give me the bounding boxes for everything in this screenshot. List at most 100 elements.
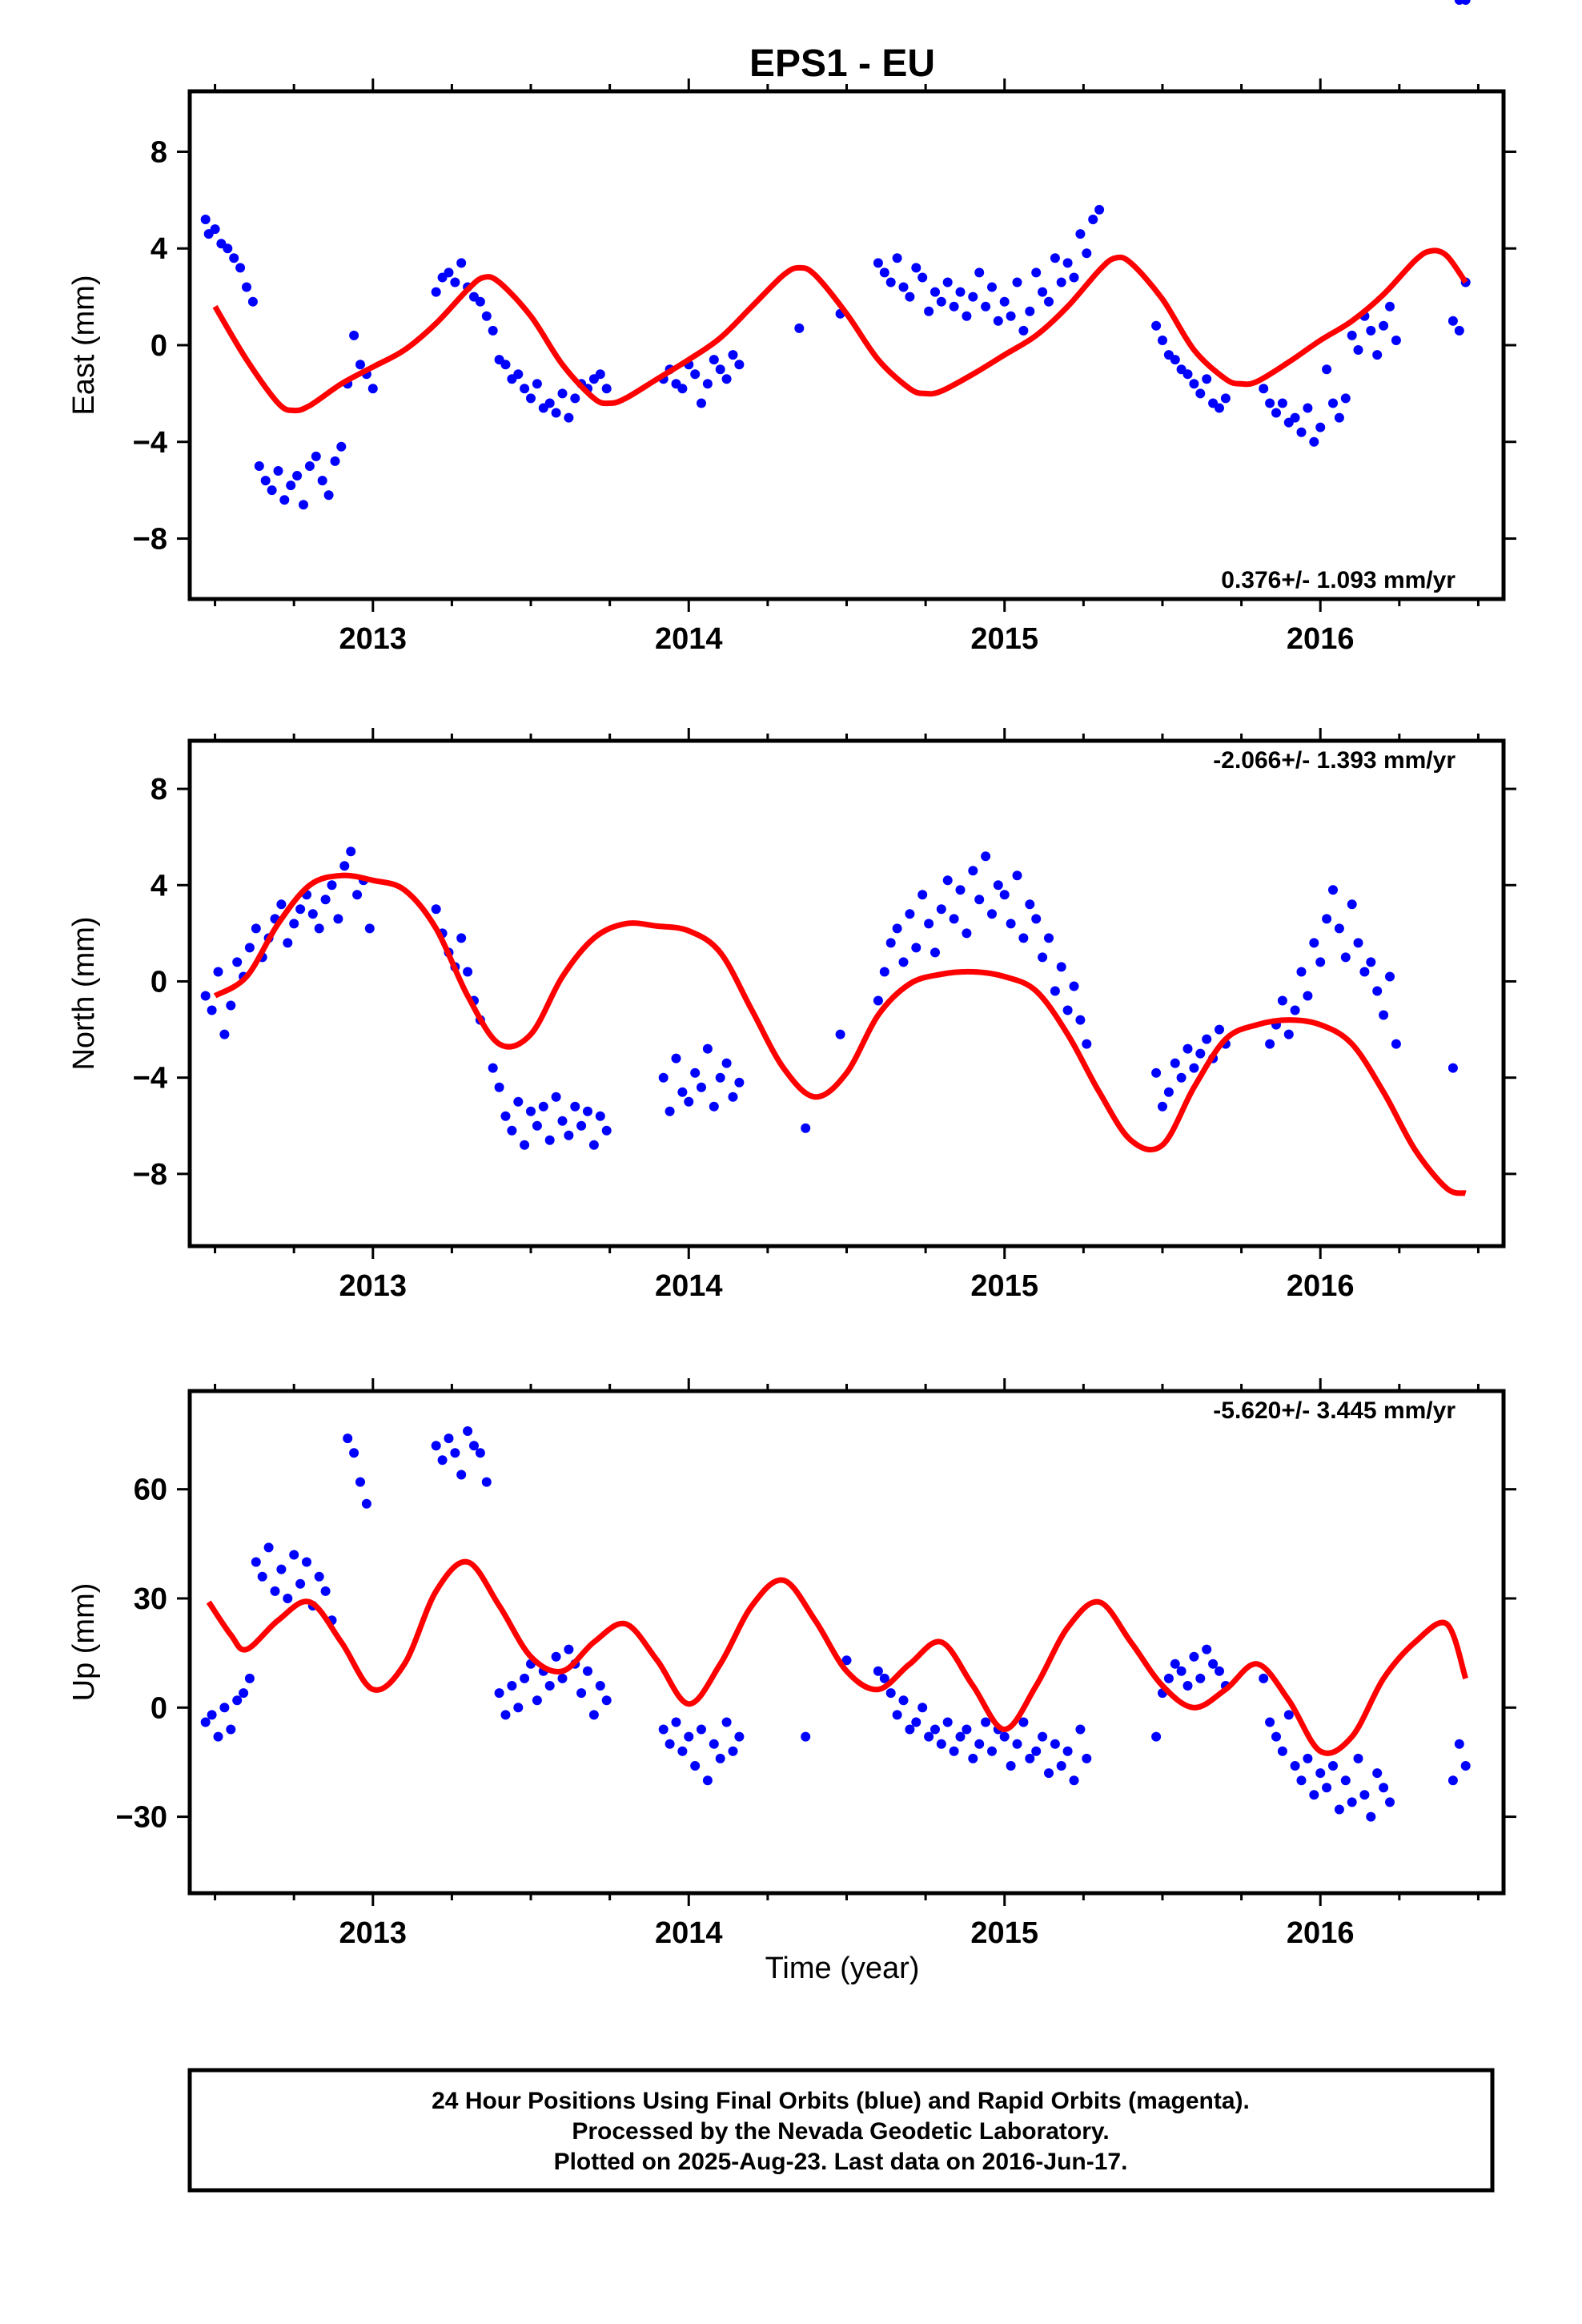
data-point (930, 947, 940, 958)
data-point (1031, 914, 1042, 924)
data-point (1315, 422, 1326, 432)
data-point (346, 846, 356, 857)
data-point (557, 1116, 568, 1126)
footer-box: 24 Hour Positions Using Final Orbits (bl… (187, 2068, 1495, 2193)
east-rate-label: 0.376+/- 1.093 mm/yr (1221, 567, 1456, 593)
data-point (431, 904, 441, 915)
data-point (1170, 355, 1180, 365)
data-point (279, 495, 290, 505)
data-point (684, 1731, 694, 1742)
data-point (286, 480, 296, 491)
data-point (1277, 995, 1287, 1006)
data-point (879, 1673, 889, 1683)
data-point (1012, 870, 1022, 881)
data-point (1018, 933, 1029, 943)
y-tick-label: 0 (151, 966, 167, 999)
up-points (200, 1426, 1471, 1822)
data-point (513, 1096, 524, 1107)
data-point (247, 296, 258, 307)
data-point (317, 476, 327, 486)
data-point (595, 1111, 605, 1121)
east-fit-line (212, 247, 1468, 414)
data-point (557, 388, 568, 399)
data-point (1322, 364, 1332, 375)
data-point (526, 393, 536, 404)
data-point (993, 316, 1003, 326)
data-point (936, 1739, 946, 1749)
data-point (955, 287, 966, 297)
data-point (1170, 1058, 1180, 1068)
data-point (1202, 1034, 1212, 1044)
y-tick-label: 0 (151, 1691, 167, 1725)
data-point (437, 1455, 448, 1466)
data-point (488, 1063, 498, 1073)
data-point (962, 928, 972, 939)
data-point (520, 384, 530, 394)
data-point (1391, 1039, 1401, 1049)
data-point (330, 456, 340, 466)
data-point (200, 991, 211, 1001)
data-point (690, 1068, 701, 1078)
data-point (1340, 393, 1351, 404)
data-point (1182, 1681, 1193, 1691)
data-point (1265, 1717, 1275, 1727)
data-point (1460, 1761, 1471, 1771)
data-point (450, 1448, 460, 1458)
data-point (456, 1470, 467, 1480)
data-point (898, 957, 909, 967)
data-point (219, 1703, 230, 1713)
data-point (349, 1448, 359, 1458)
data-point (1202, 1644, 1212, 1655)
data-point (1379, 320, 1389, 331)
data-point (320, 1586, 331, 1596)
up-panel: 2013 2014 2015 2016 60 30 0 −30 Up (mm) -5.620+/-… (67, 1378, 1516, 1950)
data-point (1012, 1739, 1022, 1749)
data-point (879, 267, 889, 278)
data-point (200, 1717, 211, 1727)
data-point (1328, 398, 1338, 408)
x-tick-label: 2015 (970, 1916, 1038, 1950)
data-point (1372, 986, 1383, 996)
data-point (1215, 1666, 1224, 1676)
data-point (456, 258, 467, 268)
data-point (936, 296, 946, 307)
data-point (671, 1717, 681, 1727)
data-point (1056, 277, 1066, 287)
data-point (715, 1072, 725, 1083)
data-point (1189, 1063, 1199, 1073)
x-tick-label: 2015 (970, 1269, 1038, 1303)
data-point (595, 369, 605, 380)
data-point (361, 1498, 371, 1509)
data-point (494, 1082, 504, 1092)
data-point (295, 1578, 306, 1589)
data-point (1366, 1811, 1376, 1822)
data-point (327, 880, 337, 891)
data-point (905, 909, 915, 919)
data-point (1385, 971, 1395, 982)
data-point (601, 1125, 612, 1136)
data-point (968, 292, 978, 302)
data-point (1006, 919, 1016, 929)
data-point (1379, 1010, 1389, 1020)
data-point (1334, 1804, 1344, 1815)
data-point (1290, 1005, 1300, 1015)
data-point (1151, 320, 1162, 331)
data-point (244, 1673, 255, 1683)
data-point (254, 461, 264, 471)
data-point (235, 263, 246, 273)
data-point (355, 360, 365, 370)
data-point (734, 1731, 745, 1742)
data-point (697, 398, 706, 408)
east-panel: 2013 2014 2015 2016 8 4 0 −4 −8 East (mm) 0.376+/-… (67, 78, 1516, 656)
data-point (1208, 1659, 1219, 1669)
data-point (507, 1125, 517, 1136)
data-point (702, 379, 713, 389)
data-point (721, 1058, 732, 1068)
data-point (1359, 967, 1370, 977)
data-point (469, 1441, 479, 1451)
data-point (905, 1724, 915, 1735)
footer-line-2: Processed by the Nevada Geodetic Laborat… (572, 2118, 1109, 2145)
data-point (544, 1135, 555, 1145)
data-point (223, 243, 233, 254)
y-tick-label: −8 (133, 1158, 167, 1192)
